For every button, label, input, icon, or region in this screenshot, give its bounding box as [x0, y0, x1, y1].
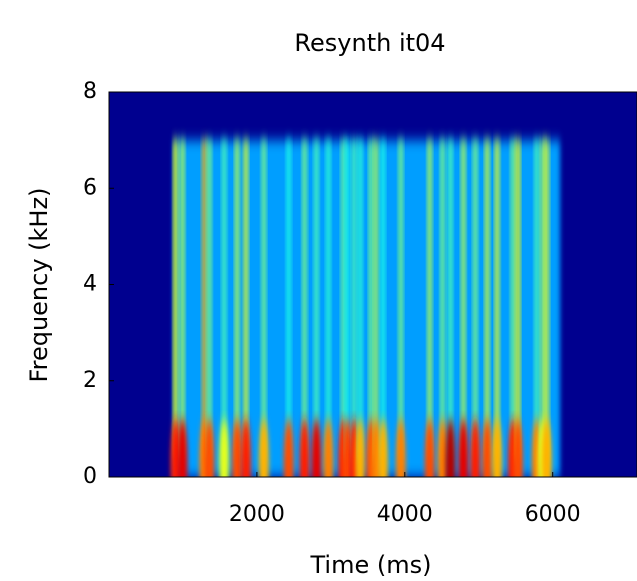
x-tick-label: 4000 — [377, 502, 433, 527]
stripe — [341, 140, 346, 458]
stripe — [358, 140, 363, 458]
low-blob — [437, 419, 448, 477]
stripe — [352, 140, 357, 458]
low-blob — [492, 419, 503, 477]
stripe — [326, 140, 331, 458]
y-tick-label: 4 — [83, 272, 97, 297]
stripe — [369, 140, 374, 458]
stripe — [398, 140, 403, 458]
stripe — [202, 140, 207, 458]
stripe — [173, 140, 178, 458]
stripe — [207, 140, 212, 458]
stripe — [235, 140, 240, 458]
signal-region — [173, 140, 561, 477]
low-blob — [219, 419, 230, 477]
stripe — [374, 140, 379, 458]
stripe — [515, 140, 520, 458]
y-tick-label: 8 — [83, 79, 97, 104]
low-blob — [541, 419, 552, 477]
y-axis-label: Frequency (kHz) — [25, 188, 53, 383]
low-blob — [377, 419, 388, 477]
stripe — [473, 140, 478, 458]
stripe — [345, 140, 350, 458]
low-blob — [232, 419, 243, 477]
y-tick-label: 6 — [83, 175, 97, 200]
low-blob — [323, 419, 334, 477]
stripe — [495, 140, 500, 458]
low-blob — [299, 419, 310, 477]
low-blob — [395, 419, 406, 477]
low-blob — [177, 419, 188, 477]
stripe — [461, 140, 466, 458]
low-blob — [470, 419, 481, 477]
stripe — [544, 140, 549, 458]
low-blob — [258, 419, 269, 477]
y-tick-label: 2 — [83, 368, 97, 393]
stripe — [448, 140, 453, 458]
low-blob — [482, 419, 493, 477]
stripe — [314, 140, 319, 458]
stripe — [261, 140, 266, 458]
chart-title: Resynth it04 — [294, 29, 445, 57]
low-blob — [512, 419, 523, 477]
low-blob — [355, 419, 366, 477]
low-blob — [445, 419, 456, 477]
low-blob — [283, 419, 294, 477]
low-blob — [458, 419, 469, 477]
stripe — [485, 140, 490, 458]
stripe — [427, 140, 432, 458]
stripe — [302, 140, 307, 458]
x-tick-label: 2000 — [229, 502, 285, 527]
low-blob — [311, 419, 322, 477]
plot-frame — [108, 91, 637, 478]
low-blob — [240, 419, 251, 477]
stripe — [510, 140, 515, 458]
stripe — [534, 140, 539, 458]
stripe — [540, 140, 545, 458]
x-tick-label: 6000 — [525, 502, 581, 527]
low-blob — [204, 419, 215, 477]
stripe — [222, 140, 227, 458]
stripe — [380, 140, 385, 458]
x-axis-label: Time (ms) — [310, 551, 432, 579]
y-tick-label: 0 — [83, 464, 97, 489]
stripe — [440, 140, 445, 458]
stripe — [180, 140, 185, 458]
stripe — [286, 140, 291, 458]
low-blob — [424, 419, 435, 477]
stripe — [243, 140, 248, 458]
plot-area — [109, 92, 637, 477]
